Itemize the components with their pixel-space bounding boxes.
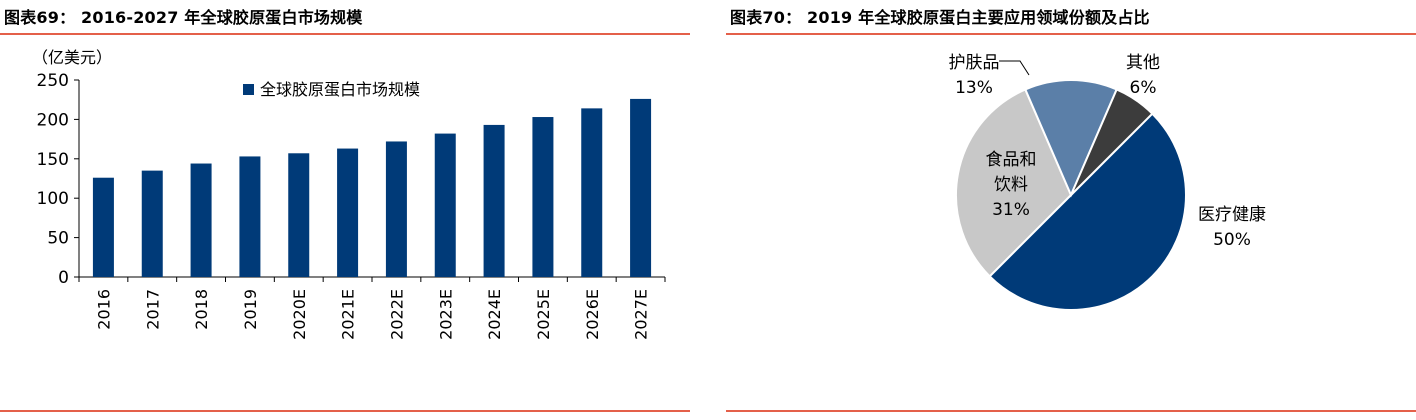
pie-chart-panel: 图表70： 2019 年全球胶原蛋白主要应用领域份额及占比 医疗健康 50% 食品和… xyxy=(726,0,1416,420)
x-tick-label: 2018 xyxy=(192,289,211,330)
x-tick-label: 2026E xyxy=(583,289,602,340)
pie-slice-护肤品 xyxy=(1024,79,1118,198)
bottom-rule xyxy=(0,410,690,412)
x-tick-label: 2023E xyxy=(436,289,455,340)
bar-2026E xyxy=(581,108,603,277)
slice-label: 护肤品 xyxy=(949,53,1000,73)
slice-label: 其他 xyxy=(1126,53,1160,73)
x-tick-label: 2025E xyxy=(534,289,553,340)
bar-2023E xyxy=(434,133,456,277)
pie-slice-医疗健康 xyxy=(988,112,1187,311)
bottom-rule xyxy=(726,410,1416,412)
x-tick-label: 2021E xyxy=(339,289,358,340)
bar-2018 xyxy=(190,163,212,277)
y-tick-label: 150 xyxy=(37,150,69,170)
pie-slice-其他 xyxy=(1070,88,1154,196)
slice-label: 饮料 xyxy=(994,175,1028,195)
bar-2021E xyxy=(337,148,359,277)
legend-swatch xyxy=(243,84,254,95)
pie-chart-title: 图表70： 2019 年全球胶原蛋白主要应用领域份额及占比 xyxy=(730,8,1150,27)
slice-label: 医疗健康 xyxy=(1198,205,1266,225)
bar-2020E xyxy=(288,153,310,277)
leader-line xyxy=(999,60,1030,76)
legend-label: 全球胶原蛋白市场规模 xyxy=(260,80,420,99)
pie-slice-食品和饮料 xyxy=(955,88,1073,278)
x-tick-label: 2020E xyxy=(290,289,309,340)
slice-value-label: 31% xyxy=(992,200,1030,220)
bar-chart: （亿美元） 0 50 100 150 200 250 2016 2017 2018 2019 2020… xyxy=(32,48,666,340)
x-tick-label: 2027E xyxy=(632,289,651,340)
y-tick-label: 50 xyxy=(47,229,69,249)
slice-value-label: 50% xyxy=(1213,230,1251,250)
y-unit-label: （亿美元） xyxy=(32,48,112,67)
y-tick-label: 100 xyxy=(37,189,69,209)
slice-value-label: 13% xyxy=(955,78,993,98)
bar-2016 xyxy=(92,177,114,277)
bar-chart-panel: 图表69： 2016-2027 年全球胶原蛋白市场规模 （亿美元） 0 50 100 1… xyxy=(0,0,690,420)
y-tick-label: 250 xyxy=(37,71,69,91)
bar-2025E xyxy=(532,117,554,277)
x-tick-label: 2016 xyxy=(94,289,113,330)
slice-label: 食品和 xyxy=(986,150,1037,170)
slice-value-label: 6% xyxy=(1130,78,1157,98)
bar-chart-title: 图表69： 2016-2027 年全球胶原蛋白市场规模 xyxy=(4,8,363,27)
y-tick-label: 0 xyxy=(58,268,69,288)
y-tick-label: 200 xyxy=(37,110,69,130)
bar-2017 xyxy=(141,170,163,277)
x-tick-label: 2019 xyxy=(241,289,260,330)
bar-2022E xyxy=(385,141,407,277)
title-rule xyxy=(726,33,1416,35)
bar-2024E xyxy=(483,124,505,277)
title-rule xyxy=(0,33,690,35)
x-tick-label: 2024E xyxy=(485,289,504,340)
x-tick-label: 2017 xyxy=(143,289,162,330)
bar-2019 xyxy=(239,156,261,277)
x-tick-label: 2022E xyxy=(387,289,406,340)
bar-2027E xyxy=(630,98,652,277)
